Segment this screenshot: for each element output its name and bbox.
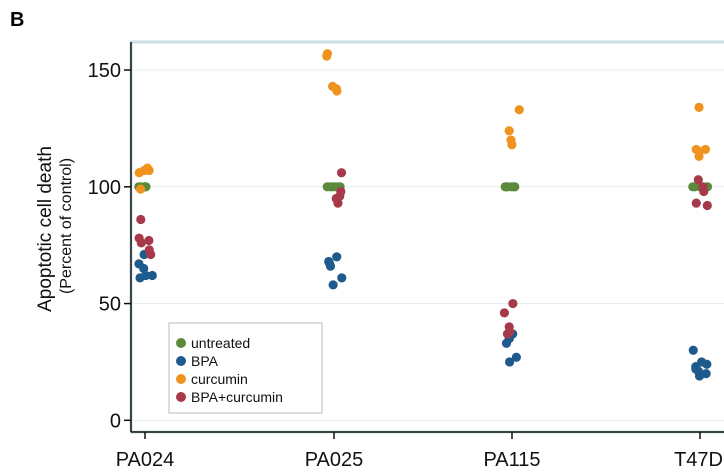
data-point [146, 249, 156, 260]
data-point [147, 270, 157, 281]
data-point [144, 235, 154, 246]
data-point [702, 200, 712, 211]
data-point [322, 51, 332, 61]
y-tick-label: 50 [99, 294, 121, 316]
data-point [699, 186, 709, 197]
data-point [688, 345, 698, 355]
data-point [139, 263, 149, 274]
panel-label: B [10, 9, 25, 31]
y-axis-ticks: 0 50 100 150 [88, 60, 131, 432]
data-point [511, 352, 521, 362]
data-point [501, 338, 512, 348]
data-point [688, 182, 698, 192]
data-point [505, 357, 515, 367]
legend-entry: untreated [191, 335, 250, 351]
x-tick-label: PA024 [116, 449, 175, 471]
y-axis-label: Apoptotic cell death [35, 146, 56, 312]
data-point [693, 175, 703, 185]
data-point [507, 140, 517, 150]
data-point [136, 214, 146, 225]
legend-marker [176, 392, 186, 402]
data-point [139, 165, 149, 176]
y-tick-label: 0 [110, 410, 121, 432]
data-point [502, 329, 513, 339]
data-point [332, 252, 342, 262]
axes-frame [129, 40, 724, 434]
data-point [693, 366, 704, 376]
data-point [691, 144, 701, 155]
data-point [501, 182, 512, 192]
data-point [337, 273, 347, 283]
y-tick-label: 150 [88, 60, 121, 82]
legend-entry: BPA+curcumin [191, 389, 283, 405]
data-point [325, 182, 336, 192]
grid-lines [131, 69, 724, 421]
data-point [510, 182, 520, 192]
data-point [508, 298, 518, 309]
data-point [331, 84, 341, 94]
data-point [135, 184, 146, 194]
y-tick-label: 100 [88, 177, 121, 199]
y-axis-sublabel: (Percent of control) [58, 158, 75, 294]
data-point [514, 105, 524, 115]
data-point [694, 102, 704, 112]
legend-box [168, 322, 323, 414]
legend-marker [176, 356, 186, 366]
legend-entry: BPA [191, 353, 219, 369]
legend-marker [176, 338, 186, 348]
data-point [336, 168, 347, 178]
data-point [136, 238, 146, 248]
legend: untreated BPA curcumin BPA+curcumin [168, 322, 323, 414]
data-point [499, 308, 509, 318]
data-point [691, 198, 701, 208]
data-point [328, 280, 338, 290]
x-tick-label: PA025 [305, 449, 364, 471]
data-point [504, 126, 514, 136]
x-tick-label: PA115 [483, 449, 540, 471]
data-point [325, 259, 335, 269]
legend-entry: curcumin [191, 371, 248, 387]
x-tick-label: T47D [674, 449, 723, 471]
data-point [141, 270, 151, 281]
x-axis-ticks: PA024 PA025 PA115 T47D [116, 432, 723, 471]
data-point [331, 193, 341, 204]
legend-marker [176, 374, 186, 384]
data-points [134, 49, 713, 381]
data-point [694, 151, 704, 162]
data-point [697, 357, 707, 367]
